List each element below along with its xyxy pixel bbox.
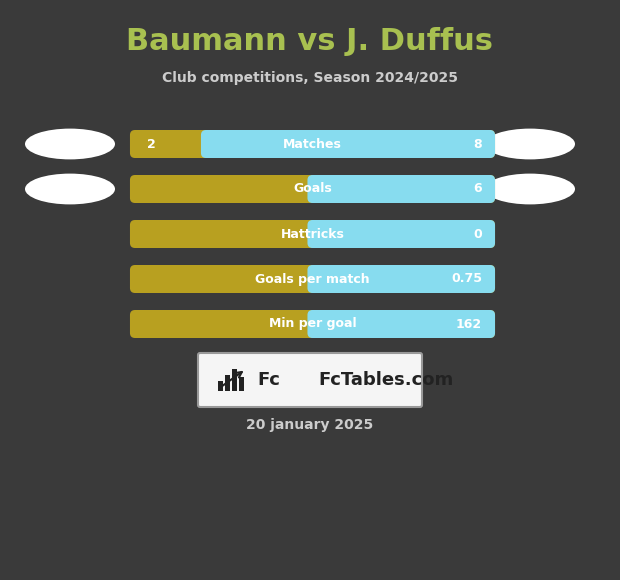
Bar — [312, 220, 334, 248]
Text: Min per goal: Min per goal — [268, 317, 356, 331]
Text: 8: 8 — [474, 137, 482, 150]
Ellipse shape — [485, 173, 575, 204]
Ellipse shape — [485, 129, 575, 160]
FancyBboxPatch shape — [130, 220, 495, 248]
Ellipse shape — [25, 173, 115, 204]
Bar — [206, 130, 240, 158]
FancyBboxPatch shape — [308, 220, 495, 248]
Text: 20 january 2025: 20 january 2025 — [246, 418, 374, 432]
Text: Club competitions, Season 2024/2025: Club competitions, Season 2024/2025 — [162, 71, 458, 85]
Text: 0.75: 0.75 — [451, 273, 482, 285]
Bar — [225, 375, 230, 391]
Bar — [218, 381, 223, 391]
Bar — [312, 175, 334, 203]
Text: Hattricks: Hattricks — [281, 227, 345, 241]
FancyBboxPatch shape — [201, 130, 495, 158]
Text: Goals: Goals — [293, 183, 332, 195]
Text: 162: 162 — [456, 317, 482, 331]
Bar — [312, 310, 334, 338]
FancyBboxPatch shape — [198, 353, 422, 407]
Bar — [312, 265, 334, 293]
FancyBboxPatch shape — [130, 175, 495, 203]
FancyBboxPatch shape — [308, 310, 495, 338]
Text: Matches: Matches — [283, 137, 342, 150]
FancyBboxPatch shape — [308, 175, 495, 203]
Text: Fc: Fc — [257, 371, 280, 389]
Text: Goals per match: Goals per match — [255, 273, 370, 285]
Bar — [232, 369, 237, 391]
Text: 2: 2 — [147, 137, 156, 150]
FancyBboxPatch shape — [130, 310, 495, 338]
Text: FcTables.com: FcTables.com — [319, 371, 454, 389]
Text: Baumann vs J. Duffus: Baumann vs J. Duffus — [126, 27, 494, 56]
FancyBboxPatch shape — [308, 265, 495, 293]
Text: 6: 6 — [474, 183, 482, 195]
FancyBboxPatch shape — [130, 130, 495, 158]
Text: 0: 0 — [473, 227, 482, 241]
FancyBboxPatch shape — [130, 265, 495, 293]
Bar — [239, 377, 244, 391]
Ellipse shape — [25, 129, 115, 160]
